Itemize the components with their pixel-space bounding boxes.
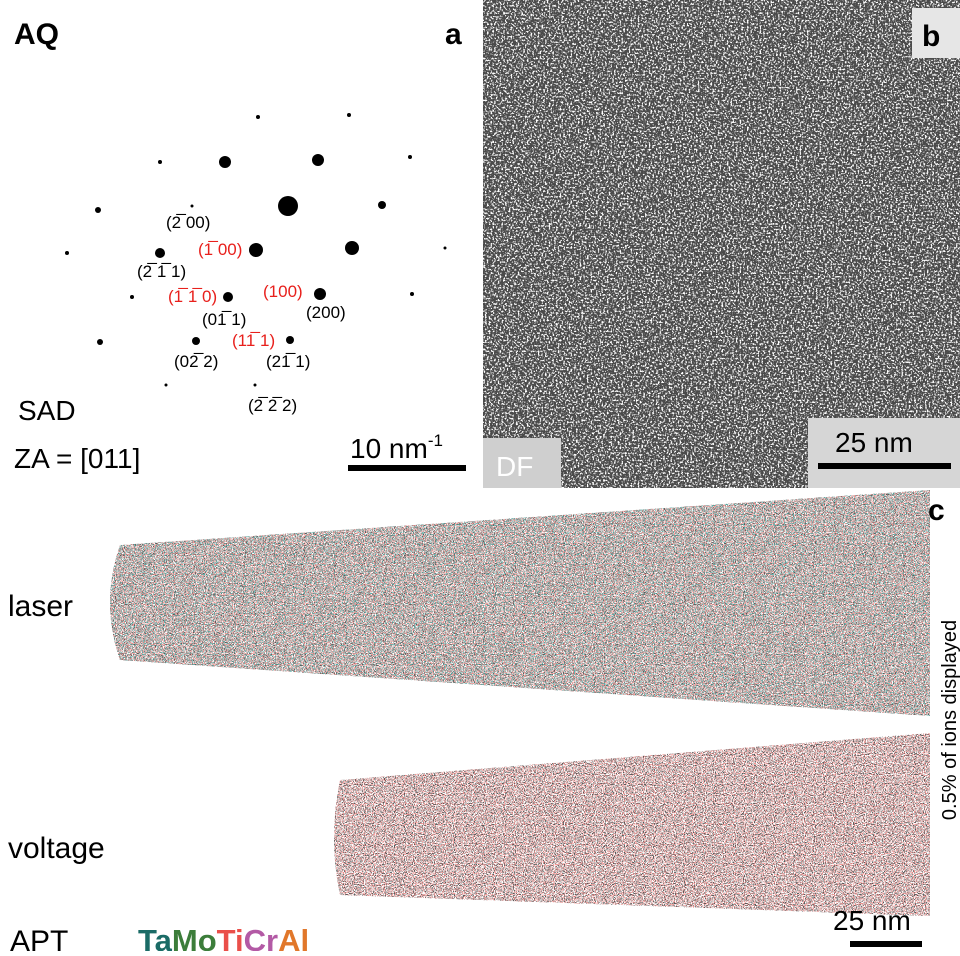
element-name: Mo bbox=[172, 923, 217, 951]
voltage-cloud bbox=[334, 733, 930, 916]
spot-labels: (2̅ 00) (1̅ 00) (2̅ 1̅ 1) (1̅ 1̅ 0) (100)(20… bbox=[137, 213, 346, 415]
element-legend: TaMoTiCrAl bbox=[138, 923, 309, 951]
scale-bar-label: 25 nm bbox=[833, 905, 911, 936]
element-name: Cr bbox=[244, 923, 278, 951]
mode-label: DF bbox=[496, 451, 533, 482]
spot-label: (2̅ 00) bbox=[166, 213, 210, 232]
df-speckle bbox=[483, 0, 960, 488]
spot-label: (11̅ 1) bbox=[232, 331, 275, 350]
spot-label: (01̅ 1) bbox=[202, 310, 246, 329]
label-box bbox=[912, 8, 960, 58]
scale-bar-label: 10 nm-1 bbox=[350, 431, 443, 464]
laser-cloud bbox=[110, 490, 930, 716]
label-box bbox=[483, 438, 561, 488]
scale-bar bbox=[850, 941, 922, 947]
scale-text: 10 nm bbox=[350, 433, 428, 464]
spot-label: (100) bbox=[263, 282, 303, 301]
diffraction-spots bbox=[65, 113, 447, 387]
scale-bar bbox=[348, 465, 466, 471]
panel-label: b bbox=[922, 20, 940, 53]
spot-label: (200) bbox=[306, 303, 346, 322]
scale-box bbox=[808, 418, 960, 488]
zone-axis-label: ZA = [011] bbox=[14, 443, 140, 474]
scale-exponent: -1 bbox=[428, 431, 443, 450]
panel-a: AQ a (2̅ 00) (1̅ 00) (2̅ 1̅ 1) (1̅ 1̅ 0) (10… bbox=[14, 18, 466, 474]
spot-label: (1̅ 1̅ 0) bbox=[168, 287, 217, 306]
ions bbox=[334, 733, 930, 916]
panel-b: b DF 25 nm bbox=[483, 0, 960, 488]
spot-label: (1̅ 00) bbox=[198, 240, 242, 259]
row-label: laser bbox=[8, 590, 73, 623]
method-label: SAD bbox=[18, 395, 76, 426]
scale-bar-label: 25 nm bbox=[835, 427, 913, 458]
scale-bar bbox=[818, 463, 951, 469]
panel-label: a bbox=[445, 18, 462, 51]
row-label: voltage bbox=[8, 832, 105, 865]
spot-label: (2̅ 1̅ 1) bbox=[137, 262, 186, 281]
spot-label: (02̅ 2) bbox=[174, 352, 218, 371]
element-name: Ta bbox=[138, 923, 173, 951]
panel-c: c laser voltage 0.5% of ions displayed 2… bbox=[8, 490, 960, 956]
spot-label: (21̅ 1) bbox=[266, 352, 310, 371]
panel-label: c bbox=[928, 494, 945, 527]
spot-label: (2̅ 2̅ 2) bbox=[248, 396, 297, 415]
ions bbox=[110, 490, 930, 716]
element-name: Ti bbox=[217, 923, 244, 951]
technique-label: APT bbox=[10, 925, 68, 951]
sample-label: AQ bbox=[14, 18, 59, 51]
element-name: Al bbox=[278, 923, 309, 951]
ion-note: 0.5% of ions displayed bbox=[939, 620, 960, 820]
